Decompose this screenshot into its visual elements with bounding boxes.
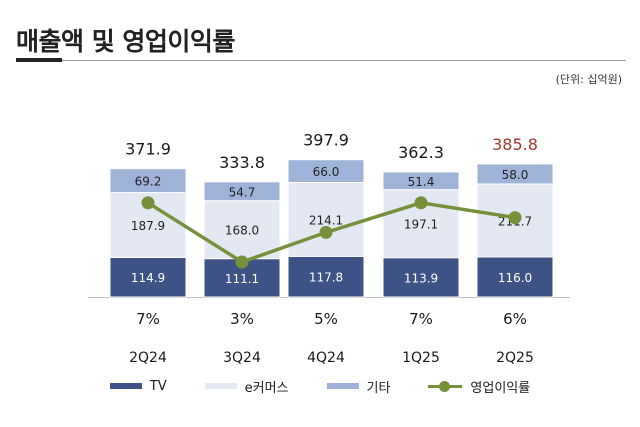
bar-label-ecommerce: 197.1 xyxy=(404,218,438,232)
total-label: 371.9 xyxy=(125,140,171,159)
legend-item-ecommerce: e커머스 xyxy=(204,377,289,396)
legend-item-other: 기타 xyxy=(326,377,391,396)
page-title: 매출액 및 영업이익률 xyxy=(16,27,235,56)
bar-label-tv: 116.0 xyxy=(498,271,532,285)
category-label: 2Q24 xyxy=(129,350,167,366)
bar-label-other: 69.2 xyxy=(135,175,162,189)
category-label: 4Q24 xyxy=(307,350,345,366)
legend-label-other: 기타 xyxy=(366,380,391,396)
margin-point xyxy=(235,255,249,269)
bar-label-tv: 117.8 xyxy=(309,271,343,285)
bar-label-other: 66.0 xyxy=(313,165,340,179)
margin-label: 3% xyxy=(230,310,254,328)
bar-other xyxy=(287,159,365,183)
total-label: 333.8 xyxy=(219,153,265,172)
legend-swatch-margin xyxy=(428,380,463,392)
category-label: 3Q24 xyxy=(223,350,261,366)
bar-label-ecommerce: 187.9 xyxy=(131,219,165,233)
margin-point xyxy=(141,196,155,210)
category-label: 2Q25 xyxy=(496,350,534,366)
bar-label-other: 54.7 xyxy=(229,185,256,199)
legend-swatch-tv xyxy=(109,383,142,389)
legend-marker-margin xyxy=(439,380,451,392)
legend-label-ecommerce: e커머스 xyxy=(244,380,289,396)
bar-tv xyxy=(476,256,554,298)
margin-label: 7% xyxy=(136,310,160,328)
bar-label-tv: 111.1 xyxy=(225,272,259,286)
legend-swatch-ecommerce xyxy=(204,383,237,389)
margin-label: 6% xyxy=(503,310,527,328)
margin-point xyxy=(319,225,333,239)
legend-item-margin: 영업이익률 xyxy=(428,377,530,396)
bar-label-other: 51.4 xyxy=(408,175,435,189)
bar-label-other: 58.0 xyxy=(502,168,529,182)
unit-label: (단위: 십억원) xyxy=(555,73,622,86)
bar-other xyxy=(109,168,187,194)
bar-label-tv: 114.9 xyxy=(131,271,165,285)
title-accent-bar xyxy=(16,58,62,62)
chart-legend: TV e커머스 기타 영업이익률 xyxy=(0,374,640,398)
legend-swatch-other xyxy=(326,383,359,389)
legend-label-margin: 영업이익률 xyxy=(470,380,531,396)
margin-point xyxy=(414,196,428,210)
bar-label-ecommerce: 168.0 xyxy=(225,224,259,238)
category-label: 1Q25 xyxy=(402,350,440,366)
margin-point xyxy=(508,211,522,225)
total-label: 397.9 xyxy=(303,131,349,150)
bar-other xyxy=(476,163,554,185)
revenue-margin-chart: 114.9 187.9 69.2 371.9 7% 2Q24 111.1 168.0 54.7 3… xyxy=(88,131,570,366)
total-label: 362.3 xyxy=(398,143,444,162)
bar-label-ecommerce: 214.1 xyxy=(309,213,343,227)
margin-label: 7% xyxy=(409,310,433,328)
bar-other xyxy=(382,171,460,191)
total-label: 385.8 xyxy=(492,135,538,154)
title-divider xyxy=(62,60,626,61)
bar-other xyxy=(203,181,281,202)
bar-label-tv: 113.9 xyxy=(404,271,438,285)
legend-item-tv: TV xyxy=(109,378,167,394)
legend-label-tv: TV xyxy=(149,378,167,394)
margin-label: 5% xyxy=(314,310,338,328)
